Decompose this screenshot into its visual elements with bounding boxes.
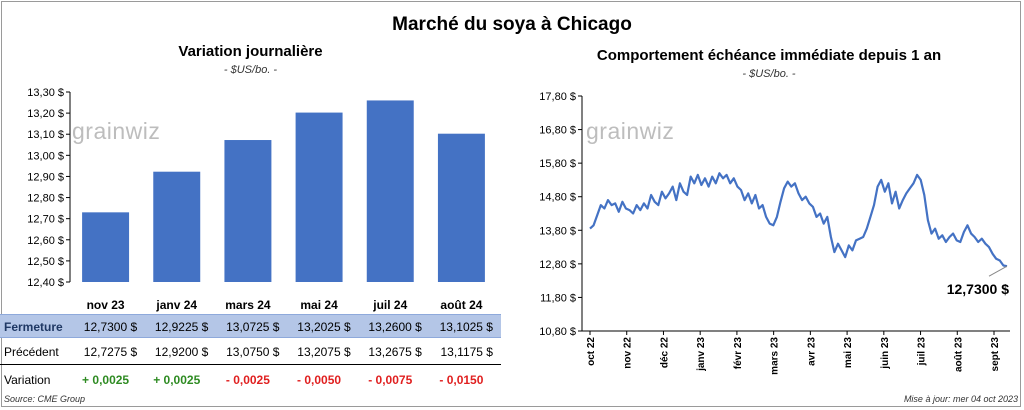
price-series-line xyxy=(589,172,1008,268)
table-cell: - 0,0025 xyxy=(225,373,270,387)
watermark-right: grainwiz xyxy=(586,118,675,144)
line-y-tick-label: 17,80 $ xyxy=(539,91,576,103)
bar xyxy=(366,100,414,282)
bar-category-label: mai 24 xyxy=(300,298,338,312)
table-cell: 13,2675 $ xyxy=(368,345,422,359)
bar-category-label: juil 24 xyxy=(372,298,407,312)
bar-category-label: janv 24 xyxy=(155,298,197,312)
last-value-leader xyxy=(988,265,1008,277)
line-x-tick-label: oct 22 xyxy=(586,337,597,366)
table-row-close: Fermeture 12,7300 $ 12,9225 $ 13,0725 $ 13,2… xyxy=(0,314,501,338)
line-x-tick-label: janv 23 xyxy=(696,337,707,372)
bar-y-tick-label: 12,70 $ xyxy=(27,214,64,226)
table-cell: 13,0750 $ xyxy=(226,345,280,359)
line-y-tick-label: 14,80 $ xyxy=(539,192,576,204)
table-cell: + 0,0025 xyxy=(82,373,130,387)
right-chart-subtitle: - $US/bo. - xyxy=(742,68,796,80)
line-x-tick-label: déc 22 xyxy=(659,337,670,369)
table-cell: 13,2025 $ xyxy=(297,320,351,334)
bar-category-label: août 24 xyxy=(440,298,482,312)
source-note: Source: CME Group xyxy=(4,394,86,404)
bar-y-tick-label: 13,00 $ xyxy=(27,150,64,162)
line-x-tick-label: mai 23 xyxy=(843,337,854,369)
table-cell: 13,0725 $ xyxy=(226,320,280,334)
line-y-tick-label: 15,80 $ xyxy=(539,158,576,170)
line-y-tick-label: 10,80 $ xyxy=(539,326,576,338)
bar-y-tick-label: 12,80 $ xyxy=(27,193,64,205)
bar xyxy=(224,140,272,282)
line-y-tick-label: 11,80 $ xyxy=(540,292,576,304)
table-row-label: Variation xyxy=(4,373,51,387)
bar-category-label: nov 23 xyxy=(87,298,125,312)
line-y-tick-label: 16,80 $ xyxy=(539,125,576,137)
table-cell: + 0,0025 xyxy=(153,373,201,387)
table-row-label: Fermeture xyxy=(4,320,63,334)
table-cell: 12,9225 $ xyxy=(154,320,209,334)
table-row-label: Précédent xyxy=(4,345,59,359)
line-x-tick-label: juil 23 xyxy=(917,337,928,367)
last-value-label: 12,7300 $ xyxy=(947,281,1009,297)
line-x-tick-label: mars 23 xyxy=(770,337,781,375)
table-cell: - 0,0050 xyxy=(297,373,342,387)
bar-y-tick-label: 12,40 $ xyxy=(27,277,64,289)
table-cell: 12,7300 $ xyxy=(83,320,138,334)
left-chart-subtitle: - $US/bo. - xyxy=(223,64,278,76)
left-chart-title: Variation journalière xyxy=(178,43,323,60)
page-title: Marché du soya à Chicago xyxy=(392,14,632,35)
table-row-previous: Précédent 12,7275 $ 12,9200 $ 13,0750 $ 13,2… xyxy=(0,340,501,365)
bar xyxy=(82,212,130,282)
bar xyxy=(153,171,201,282)
watermark-left: grainwiz xyxy=(72,118,161,144)
table-cell: 13,2600 $ xyxy=(368,320,422,334)
bar-y-tick-label: 12,90 $ xyxy=(27,171,64,183)
table-cell: 13,1175 $ xyxy=(440,345,493,359)
table-cell: 12,9200 $ xyxy=(154,345,209,359)
line-x-tick-label: nov 22 xyxy=(623,337,634,369)
line-x-tick-label: févr 23 xyxy=(733,337,744,370)
table-cell: 12,7275 $ xyxy=(83,345,138,359)
bar-y-tick-label: 12,60 $ xyxy=(27,235,64,247)
bar-y-tick-label: 13,10 $ xyxy=(27,129,64,141)
table-cell: 13,1025 $ xyxy=(439,320,493,334)
table-cell: - 0,0150 xyxy=(439,373,484,387)
line-chart: 10,80 $ 11,80 $ 12,80 $ 13,80 $ 14,80 $ 15,80… xyxy=(539,91,1010,375)
bar-chart: 12,40 $ 12,50 $ 12,60 $ 12,70 $ 12,80 $ 12,90… xyxy=(27,87,485,312)
line-x-tick-label: avr 23 xyxy=(806,337,817,366)
line-y-tick-label: 13,80 $ xyxy=(539,225,576,237)
right-chart-title: Comportement échéance immédiate depuis 1… xyxy=(596,47,942,64)
bar-category-label: mars 24 xyxy=(225,298,271,312)
bar-y-tick-label: 13,30 $ xyxy=(27,87,64,99)
table-cell: 13,2075 $ xyxy=(297,345,351,359)
line-x-tick-label: juin 23 xyxy=(880,337,891,370)
update-note: Mise à jour: mer 04 oct 2023 xyxy=(903,394,1018,404)
table-cell: - 0,0075 xyxy=(368,373,413,387)
line-y-tick-label: 12,80 $ xyxy=(539,259,576,271)
line-x-tick-label: sept 23 xyxy=(990,337,1001,372)
line-x-tick-label: août 23 xyxy=(953,337,964,372)
bar xyxy=(437,133,485,282)
bar-y-tick-label: 12,50 $ xyxy=(27,256,64,268)
bar-y-tick-label: 13,20 $ xyxy=(27,108,64,120)
bar xyxy=(295,112,343,282)
table-row-variation: Variation + 0,0025 + 0,0025 - 0,0025 - 0,005… xyxy=(0,368,501,392)
